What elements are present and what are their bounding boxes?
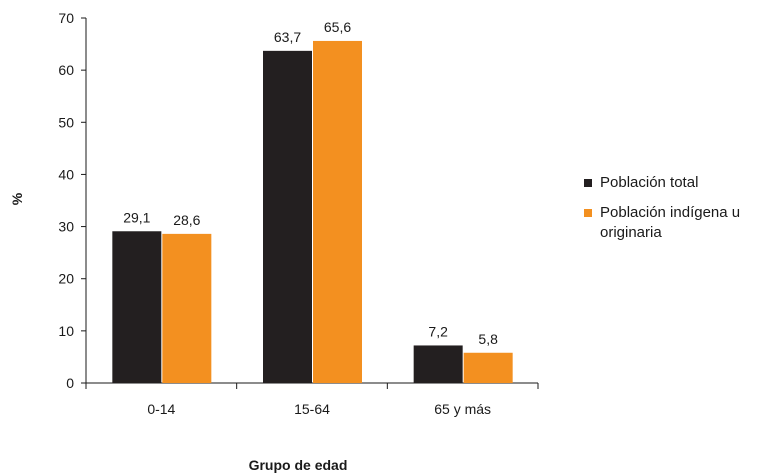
legend-swatch-orange [584,209,592,217]
data-label: 63,7 [274,29,301,45]
y-tick-label: 40 [58,166,74,182]
y-tick-label: 20 [58,271,74,287]
y-axis-title: % [9,192,25,205]
data-label: 7,2 [428,323,448,339]
y-tick-label: 60 [58,62,74,78]
x-tick-label: 15-64 [294,401,330,417]
data-label: 65,6 [324,19,351,35]
legend-label: Población indígena u originaria [600,204,741,241]
y-tick-label: 70 [58,10,74,26]
value-labels: 29,1 28,6 63,7 65,6 7,2 5,8 [123,19,498,347]
bar [112,231,162,383]
legend: Población total Población indígena u ori… [584,173,759,253]
bar [413,345,463,383]
legend-swatch-black [584,179,592,187]
x-axis: 0-14 15-64 65 y más [85,382,539,417]
data-label: 5,8 [478,331,498,347]
y-tick-label: 10 [58,323,74,339]
y-tick-label: 30 [58,219,74,235]
x-axis-title: Grupo de edad [249,457,348,473]
y-tick-label: 50 [58,114,74,130]
bars [112,40,513,383]
y-axis: 0 10 20 30 40 50 60 70 [58,10,87,391]
bar [162,233,212,383]
legend-item-poblacion-indigena: Población indígena u originaria [584,203,759,243]
data-label: 29,1 [123,209,150,225]
bar [463,352,513,383]
y-tick-label: 0 [66,375,74,391]
legend-label: Población total [600,174,699,191]
legend-item-poblacion-total: Población total [584,173,759,193]
bar [313,40,362,383]
bar [263,50,312,383]
x-tick-label: 0-14 [147,401,175,417]
data-label: 28,6 [173,212,200,228]
x-tick-label: 65 y más [434,401,491,417]
